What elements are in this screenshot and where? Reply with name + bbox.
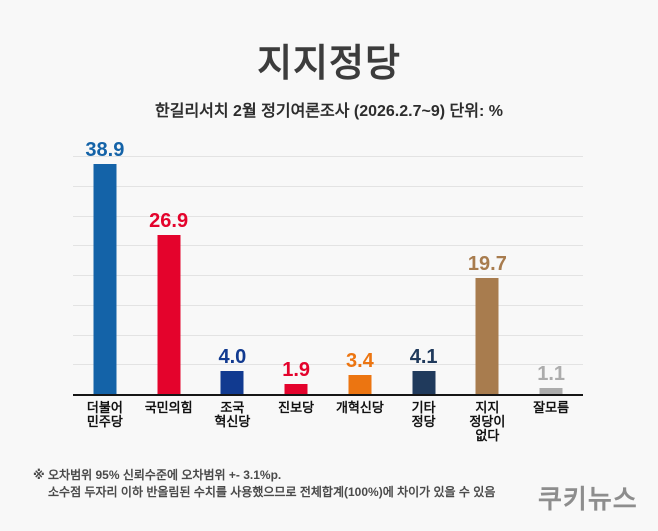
bar-value-label: 38.9 — [85, 138, 125, 161]
bar — [93, 163, 117, 395]
bar-value-label: 1.1 — [537, 363, 566, 386]
footnote: ※ 오차범위 95% 신뢰수준에 오차범위 +- 3.1%p. 소수점 두자리 … — [33, 467, 495, 501]
publisher-logo: 쿠키뉴스 — [538, 484, 638, 514]
bar-column: 3.4 개혁신당 — [328, 157, 392, 415]
bar-category-label: 국민의힘 — [144, 400, 193, 415]
bar-column: 38.9 더불어 민주당 — [73, 140, 137, 429]
bar — [284, 383, 308, 395]
bar-category-label: 진보당 — [278, 400, 315, 415]
gridline — [73, 245, 583, 247]
bar-category-label: 개혁신당 — [335, 400, 384, 415]
bar-category-label: 지지 정당이 없다 — [469, 400, 506, 443]
bar-value-label: 26.9 — [149, 209, 189, 232]
page-title: 지지정당 — [257, 43, 401, 85]
bar-category-label: 기타 정당 — [411, 400, 436, 429]
gridline — [73, 156, 583, 157]
gridline — [73, 275, 583, 276]
gridline — [73, 304, 583, 306]
bar — [475, 277, 499, 395]
bar-column: 1.9 진보당 — [264, 157, 328, 415]
bar-column: 19.7 지지 정당이 없다 — [456, 157, 520, 443]
bar-column: 4.1 기타 정당 — [392, 157, 456, 429]
gridline — [73, 185, 583, 187]
chart-subtitle: 한길리서치 2월 정기여론조사 (2026.2.7~9) 단위: % — [155, 103, 503, 120]
gridline — [73, 364, 583, 366]
bar-category-label: 더불어 민주당 — [86, 400, 123, 429]
bar — [539, 388, 563, 395]
gridline — [73, 334, 583, 336]
bar-column: 26.9 국민의힘 — [137, 157, 201, 415]
footnote-line-1: ※ 오차범위 95% 신뢰수준에 오차범위 +- 3.1%p. — [33, 468, 282, 482]
bar-category-label: 잘모름 — [533, 400, 570, 415]
bar-value-label: 3.4 — [345, 349, 374, 372]
bar-value-label: 19.7 — [467, 252, 507, 275]
bar — [220, 371, 244, 395]
bar-column: 1.1 잘모름 — [519, 157, 583, 414]
bar-value-label: 4.1 — [409, 345, 438, 368]
footnote-line-2: 소수점 두자리 이하 반올림된 수치를 사용했으므로 전체합계(100%)에 차… — [48, 485, 496, 499]
plot-area: 38.9 더불어 민주당 26.9 국민의힘 4.0 조국 혁신당 1.9 진보당 3.4 개혁신… — [73, 140, 583, 443]
bar-column: 4.0 조국 혁신당 — [201, 157, 265, 428]
bar — [348, 374, 372, 395]
bar — [157, 234, 181, 395]
gridline — [73, 215, 583, 217]
x-axis-baseline — [73, 394, 583, 396]
bar-category-label: 조국 혁신당 — [214, 400, 251, 429]
bar-value-label: 4.0 — [218, 346, 247, 369]
bar — [412, 370, 436, 395]
bar-value-label: 1.9 — [282, 358, 311, 381]
bar-columns: 38.9 더불어 민주당 26.9 국민의힘 4.0 조국 혁신당 1.9 진보당 3.4 개혁신… — [73, 140, 583, 443]
